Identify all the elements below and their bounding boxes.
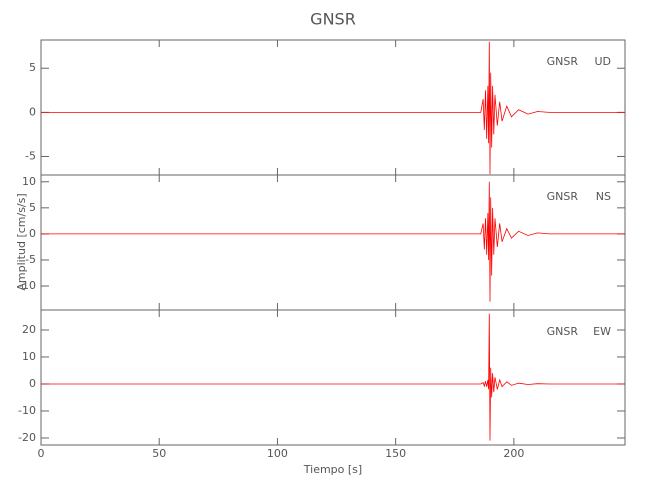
panel-frame [40, 39, 626, 176]
x-tick-label: 200 [503, 447, 524, 460]
y-tick-label: -5 [25, 149, 36, 162]
component-label: EW [593, 325, 611, 338]
y-tick-label: -10 [18, 404, 36, 417]
y-tick-label: -5 [25, 253, 36, 266]
figure-title: GNSR [310, 10, 356, 29]
station-label: GNSR [547, 190, 579, 203]
station-label: GNSR [547, 325, 579, 338]
waveform [41, 313, 625, 441]
x-tick-label: 0 [38, 447, 45, 460]
x-tick-label: 150 [385, 447, 406, 460]
x-axis-label: Tiempo [s] [303, 463, 362, 476]
y-tick-label: 0 [29, 227, 36, 240]
station-label: GNSR [547, 55, 579, 68]
component-label: UD [594, 55, 611, 68]
x-tick-label: 50 [152, 447, 166, 460]
y-tick-label: -10 [18, 279, 36, 292]
y-axis-label: Amplitud [cm/s/s] [15, 193, 28, 290]
panel-frame [40, 309, 626, 446]
y-tick-label: 0 [29, 105, 36, 118]
waveform [41, 41, 625, 175]
y-tick-label: 5 [29, 61, 36, 74]
y-tick-label: 5 [29, 201, 36, 214]
waveform [41, 181, 625, 302]
panel-frame [40, 174, 626, 311]
y-tick-label: 10 [22, 350, 36, 363]
y-tick-label: 0 [29, 377, 36, 390]
x-tick-label: 100 [267, 447, 288, 460]
y-tick-label: 20 [22, 323, 36, 336]
y-tick-label: -20 [18, 431, 36, 444]
component-label: NS [596, 190, 611, 203]
y-tick-label: 10 [22, 175, 36, 188]
